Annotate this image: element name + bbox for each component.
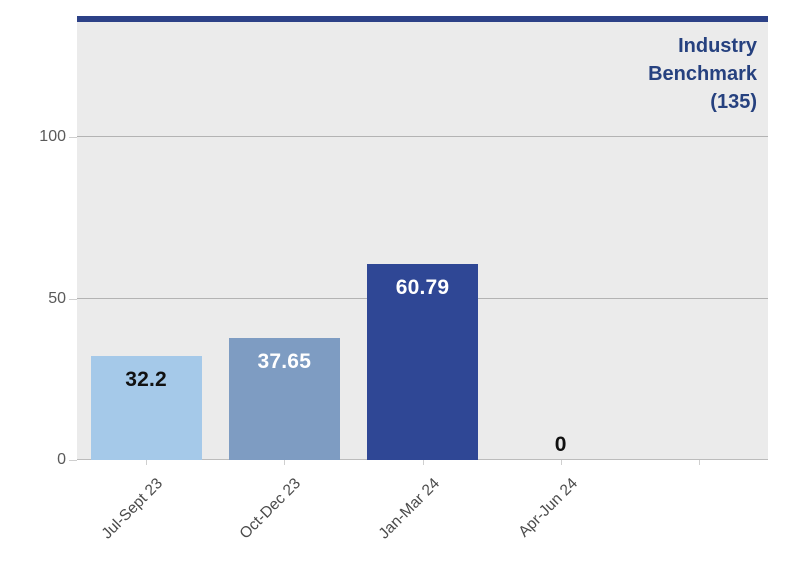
benchmark-label-line-3: (135) — [710, 91, 757, 113]
bar-value-label-4: 0 — [554, 433, 567, 456]
benchmark-label-line-1: Industry — [678, 35, 757, 57]
plot-area: 32.2 37.65 60.79 0 — [77, 22, 768, 460]
bar-oct-dec-23 — [228, 338, 340, 460]
x-axis-tick-1 — [146, 460, 148, 465]
y-axis-tick-0 — [69, 460, 77, 461]
x-axis-label-3: Jan-Mar 24 — [375, 475, 443, 543]
benchmark-label: Industry Benchmark (135) — [648, 32, 757, 116]
bar-value-label-2: 37.65 — [257, 350, 312, 373]
bar-value-label-3: 60.79 — [395, 276, 450, 299]
x-axis-tick-4 — [560, 460, 562, 465]
bar-jan-mar-24 — [367, 264, 478, 460]
x-axis-label-1: Jul-Sept 23 — [98, 475, 167, 543]
y-axis-label-100: 100 — [39, 128, 66, 145]
x-axis-label-2: Oct-Dec 23 — [236, 475, 305, 543]
benchmark-line — [77, 16, 768, 22]
bar-value-label-1: 32.2 — [125, 368, 167, 391]
bar-jul-sept-23 — [90, 356, 202, 460]
benchmark-label-line-2: Benchmark — [648, 63, 757, 85]
x-axis-label-4: Apr-Jun 24 — [515, 475, 581, 541]
y-axis-tick-100 — [69, 137, 77, 138]
y-axis-tick-50 — [69, 298, 77, 300]
x-axis-tick-3 — [422, 460, 424, 465]
gridline-100 — [77, 136, 768, 137]
y-axis-label-0: 0 — [57, 451, 66, 468]
x-axis-tick-2 — [284, 460, 286, 465]
x-axis-tick-5 — [698, 460, 700, 465]
y-axis-label-50: 50 — [48, 289, 66, 307]
